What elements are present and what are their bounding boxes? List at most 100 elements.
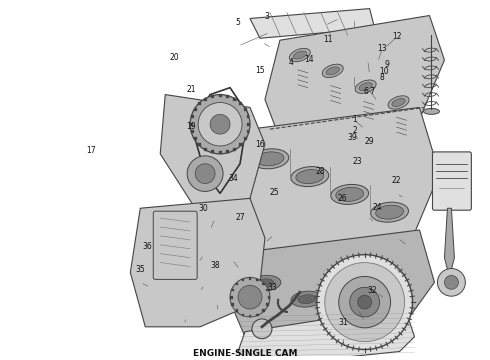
Ellipse shape: [359, 83, 372, 91]
Circle shape: [339, 276, 391, 328]
Ellipse shape: [249, 275, 281, 291]
Circle shape: [325, 262, 405, 342]
Text: 3: 3: [265, 12, 270, 21]
Circle shape: [187, 156, 223, 192]
Ellipse shape: [251, 149, 289, 169]
Bar: [239, 143, 242, 146]
Ellipse shape: [291, 291, 323, 307]
Bar: [231, 289, 234, 292]
Bar: [236, 310, 238, 312]
Text: 2: 2: [353, 126, 357, 135]
Bar: [219, 152, 221, 154]
Ellipse shape: [296, 170, 324, 184]
Bar: [226, 95, 229, 98]
Text: 1: 1: [353, 115, 357, 124]
Text: 13: 13: [377, 44, 387, 53]
Ellipse shape: [331, 184, 368, 204]
Bar: [190, 123, 193, 126]
Text: 26: 26: [338, 194, 347, 203]
Bar: [239, 103, 242, 105]
Text: 31: 31: [338, 318, 347, 327]
Text: 15: 15: [255, 66, 265, 75]
Ellipse shape: [375, 323, 407, 339]
Ellipse shape: [423, 108, 440, 114]
Text: 19: 19: [186, 122, 196, 131]
Text: 10: 10: [379, 67, 389, 76]
Ellipse shape: [256, 279, 274, 288]
Bar: [246, 130, 249, 133]
Text: 28: 28: [316, 167, 325, 176]
Text: 25: 25: [270, 188, 279, 197]
Text: 16: 16: [255, 140, 265, 149]
Bar: [211, 95, 214, 98]
Circle shape: [317, 255, 413, 350]
Bar: [249, 278, 251, 280]
Ellipse shape: [256, 152, 284, 166]
Ellipse shape: [293, 51, 307, 59]
Bar: [236, 283, 238, 285]
Polygon shape: [238, 307, 415, 360]
Text: 32: 32: [367, 286, 377, 295]
Text: 29: 29: [365, 137, 374, 146]
Polygon shape: [235, 107, 440, 258]
Bar: [267, 289, 269, 292]
Polygon shape: [265, 15, 444, 139]
Bar: [244, 108, 246, 111]
Text: 4: 4: [289, 58, 294, 67]
Bar: [204, 98, 207, 101]
Text: 6·7: 6·7: [364, 87, 376, 96]
Bar: [256, 279, 259, 281]
Ellipse shape: [289, 48, 310, 62]
Ellipse shape: [392, 99, 405, 107]
Bar: [226, 150, 229, 153]
Bar: [198, 103, 201, 105]
Polygon shape: [130, 198, 265, 327]
Text: 39: 39: [347, 133, 357, 142]
Ellipse shape: [333, 307, 365, 323]
Bar: [249, 315, 251, 318]
Text: 34: 34: [228, 174, 238, 183]
Polygon shape: [228, 230, 435, 337]
Text: 12: 12: [392, 32, 401, 41]
Bar: [191, 115, 194, 118]
Circle shape: [210, 114, 230, 134]
Text: 38: 38: [211, 261, 220, 270]
Text: 8: 8: [379, 73, 384, 82]
FancyBboxPatch shape: [153, 211, 197, 279]
Ellipse shape: [371, 202, 409, 222]
Bar: [267, 303, 269, 306]
FancyBboxPatch shape: [433, 152, 471, 210]
Circle shape: [230, 278, 270, 317]
Circle shape: [190, 95, 250, 154]
Text: 5: 5: [235, 18, 240, 27]
Text: 17: 17: [86, 145, 96, 154]
Bar: [256, 314, 259, 316]
Text: 24: 24: [372, 203, 382, 212]
Ellipse shape: [291, 167, 329, 186]
Bar: [233, 98, 236, 101]
Text: 30: 30: [198, 204, 208, 213]
Bar: [230, 296, 233, 299]
Text: 9: 9: [384, 60, 389, 69]
Ellipse shape: [298, 294, 316, 303]
Bar: [247, 123, 250, 126]
Text: 14: 14: [304, 55, 313, 64]
Text: 35: 35: [135, 265, 145, 274]
Bar: [191, 130, 194, 133]
Ellipse shape: [355, 80, 376, 93]
Text: 33: 33: [267, 283, 277, 292]
Bar: [262, 310, 265, 312]
Bar: [242, 314, 244, 316]
Bar: [244, 137, 246, 140]
Bar: [198, 143, 201, 146]
Circle shape: [238, 285, 262, 309]
Bar: [246, 115, 249, 118]
Circle shape: [252, 319, 272, 339]
Text: 22: 22: [392, 176, 401, 185]
Ellipse shape: [376, 205, 403, 219]
Text: 20: 20: [170, 53, 179, 62]
Text: ENGINE-SINGLE CAM: ENGINE-SINGLE CAM: [193, 348, 297, 357]
Polygon shape: [250, 9, 375, 38]
Circle shape: [444, 275, 458, 289]
Text: 11: 11: [323, 35, 333, 44]
